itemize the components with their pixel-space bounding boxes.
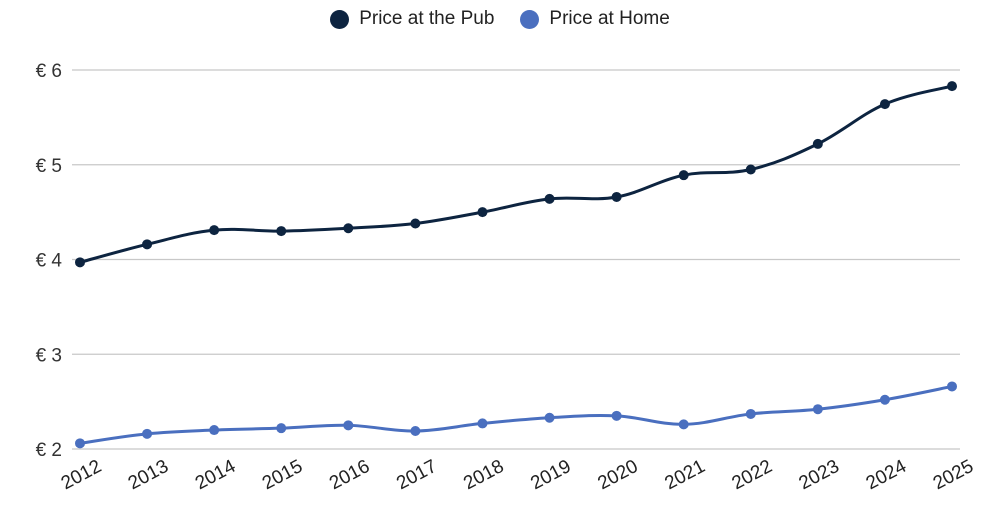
y-tick-label: € 3 (36, 345, 62, 366)
x-tick-label: 2024 (863, 456, 911, 495)
data-point[interactable] (410, 425, 421, 436)
y-tick-label: € 6 (36, 61, 62, 82)
series-home (75, 381, 957, 449)
data-point[interactable] (75, 257, 85, 268)
chart-legend: Price at the Pub Price at Home (0, 8, 1000, 30)
x-tick-label: 2020 (594, 456, 641, 494)
data-point[interactable] (611, 410, 622, 421)
data-point[interactable] (745, 408, 756, 419)
legend-label-pub: Price at the Pub (359, 8, 495, 29)
data-point[interactable] (947, 81, 957, 92)
legend-item-pub[interactable]: Price at the Pub (330, 8, 494, 30)
x-tick-label: 2019 (527, 456, 574, 494)
data-point[interactable] (477, 207, 488, 218)
y-tick-label: € 2 (36, 440, 62, 461)
series-line (79, 84, 953, 264)
x-tick-label: 2023 (796, 456, 843, 494)
data-point[interactable] (544, 412, 555, 423)
data-point[interactable] (75, 438, 85, 449)
data-point[interactable] (276, 423, 287, 434)
series-lines (75, 81, 957, 449)
x-tick-label: 2021 (662, 456, 709, 494)
x-tick-label: 2016 (326, 456, 373, 494)
data-point[interactable] (343, 420, 354, 431)
data-point[interactable] (544, 193, 555, 204)
x-axis-labels: 2012 2013 2014 2015 2016 2017 2018 2019 2020 2021… (58, 456, 977, 495)
data-point[interactable] (276, 226, 287, 237)
y-tick-label: € 5 (36, 156, 62, 177)
y-tick-label: € 4 (36, 251, 63, 272)
series-line (79, 384, 953, 445)
data-point[interactable] (678, 419, 689, 430)
data-point[interactable] (611, 191, 622, 202)
legend-marker-pub (330, 9, 350, 29)
data-point[interactable] (812, 404, 823, 415)
data-point[interactable] (142, 239, 153, 250)
data-point[interactable] (678, 170, 689, 181)
x-tick-label: 2012 (58, 456, 105, 494)
gridlines (72, 69, 960, 450)
data-point[interactable] (410, 218, 421, 229)
data-point[interactable] (142, 428, 153, 439)
x-tick-label: 2015 (259, 456, 306, 494)
data-point[interactable] (947, 381, 957, 392)
data-point[interactable] (745, 164, 756, 175)
data-point[interactable] (879, 394, 890, 405)
x-tick-label: 2018 (460, 456, 507, 494)
y-axis-labels: € 2 € 3 € 4 € 5 € 6 (36, 61, 63, 461)
x-tick-label: 2014 (192, 456, 240, 495)
data-point[interactable] (209, 425, 220, 436)
series-pub (75, 81, 957, 268)
data-point[interactable] (343, 223, 354, 234)
x-tick-label: 2017 (393, 456, 440, 494)
legend-label-home: Price at Home (549, 8, 670, 29)
legend-item-home[interactable]: Price at Home (520, 8, 670, 30)
legend-marker-home (520, 9, 540, 29)
x-tick-label: 2022 (729, 456, 776, 494)
data-point[interactable] (879, 99, 890, 110)
data-point[interactable] (209, 225, 220, 236)
x-tick-label: 2013 (125, 456, 172, 494)
data-point[interactable] (812, 138, 823, 149)
x-tick-label: 2025 (930, 456, 977, 494)
data-point[interactable] (477, 418, 488, 429)
